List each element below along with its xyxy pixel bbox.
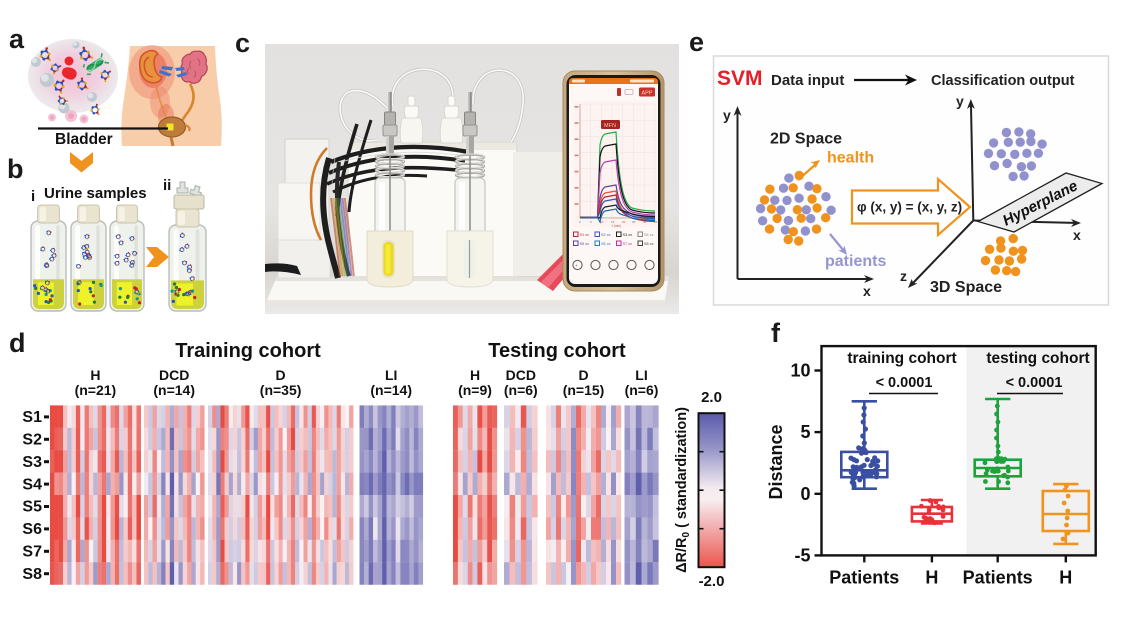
svg-text:x: x <box>863 283 871 299</box>
svg-text:training cohort: training cohort <box>847 350 956 367</box>
svg-text:+: + <box>575 263 578 268</box>
svg-text:S1 xx: S1 xx <box>580 233 590 237</box>
svg-text:Patients: Patients <box>963 567 1033 587</box>
svg-text:i: i <box>31 188 35 205</box>
svg-text:S5 xx: S5 xx <box>580 242 590 246</box>
svg-text:10: 10 <box>600 220 604 224</box>
svg-text:Patients: Patients <box>829 567 899 587</box>
svg-text:Testing cohort: Testing cohort <box>488 340 626 362</box>
svg-text:2D Space: 2D Space <box>770 131 842 148</box>
svg-text:5: 5 <box>590 220 592 224</box>
svg-text:Urine samples: Urine samples <box>44 185 147 202</box>
svg-text:LI: LI <box>635 367 647 383</box>
svg-text:Training cohort: Training cohort <box>175 340 321 362</box>
svg-text:S2: S2 <box>22 432 42 449</box>
svg-text:z: z <box>900 268 907 284</box>
svg-text:S3: S3 <box>22 454 42 471</box>
svg-text:3D Space: 3D Space <box>930 279 1002 296</box>
svg-text:DCD: DCD <box>506 367 536 383</box>
svg-text:y: y <box>723 107 731 123</box>
svg-text:health: health <box>827 150 874 167</box>
svg-text:APP: APP <box>642 91 653 97</box>
svg-text:Classification output: Classification output <box>931 73 1075 89</box>
svg-text:t (min): t (min) <box>612 224 621 228</box>
svg-text:30: 30 <box>643 220 647 224</box>
svg-text:25: 25 <box>632 220 636 224</box>
svg-text:< 0.0001: < 0.0001 <box>1006 375 1063 391</box>
svg-text:2.0: 2.0 <box>701 389 722 406</box>
svg-text:S6: S6 <box>22 521 42 538</box>
svg-text:(n=6): (n=6) <box>625 382 659 398</box>
svg-text:< 0.0001: < 0.0001 <box>876 375 933 391</box>
svg-text:0: 0 <box>579 220 581 224</box>
svg-text:5: 5 <box>800 422 810 442</box>
svg-text:Data input: Data input <box>771 72 844 89</box>
svg-text:(n=14): (n=14) <box>370 382 412 398</box>
svg-text:S4 xx: S4 xx <box>644 233 654 237</box>
svg-text:-5: -5 <box>794 545 810 565</box>
svg-text:S6 xx: S6 xx <box>601 242 611 246</box>
svg-text:S8 xx: S8 xx <box>644 242 654 246</box>
svg-text:35: 35 <box>654 220 658 224</box>
svg-text:testing cohort: testing cohort <box>986 350 1089 367</box>
svg-text:ΔR/R0 ( standardization): ΔR/R0 ( standardization) <box>674 407 692 573</box>
svg-text:S3 xx: S3 xx <box>623 233 633 237</box>
svg-text:H: H <box>470 367 480 383</box>
svg-text:SVM: SVM <box>717 67 763 90</box>
svg-text:10: 10 <box>790 361 810 381</box>
svg-text:Distance: Distance <box>766 424 786 499</box>
svg-text:φ (x, y) = (x, y, z): φ (x, y) = (x, y, z) <box>857 200 962 215</box>
svg-text:S1: S1 <box>22 409 42 426</box>
svg-text:H: H <box>1059 567 1072 587</box>
svg-text:MFN: MFN <box>604 123 616 129</box>
svg-text:(n=6): (n=6) <box>504 382 538 398</box>
svg-text:D: D <box>578 367 588 383</box>
svg-text:y: y <box>956 93 964 109</box>
svg-text:(n=15): (n=15) <box>563 382 605 398</box>
svg-text:S8: S8 <box>22 566 42 583</box>
svg-text:H: H <box>90 367 100 383</box>
svg-text:H: H <box>925 567 938 587</box>
svg-text:DCD: DCD <box>159 367 189 383</box>
svg-text:0: 0 <box>800 484 810 504</box>
svg-text:S5: S5 <box>22 499 42 516</box>
svg-text:(n=21): (n=21) <box>75 382 117 398</box>
svg-text:Bladder: Bladder <box>55 131 113 148</box>
svg-text:S4: S4 <box>22 476 42 493</box>
svg-text:patients: patients <box>825 253 886 270</box>
svg-text:D: D <box>276 367 286 383</box>
svg-text:LI: LI <box>385 367 397 383</box>
svg-text:(n=9): (n=9) <box>458 382 492 398</box>
svg-text:ii: ii <box>163 177 171 194</box>
svg-text:S7: S7 <box>22 544 42 561</box>
svg-text:(n=14): (n=14) <box>153 382 195 398</box>
svg-text:(n=35): (n=35) <box>260 382 302 398</box>
svg-text:S2 xx: S2 xx <box>601 233 611 237</box>
svg-text:15: 15 <box>611 220 615 224</box>
svg-text:20: 20 <box>622 220 626 224</box>
svg-text:-2.0: -2.0 <box>699 573 725 590</box>
svg-text:x: x <box>1073 227 1081 243</box>
svg-text:S7 xx: S7 xx <box>623 242 633 246</box>
